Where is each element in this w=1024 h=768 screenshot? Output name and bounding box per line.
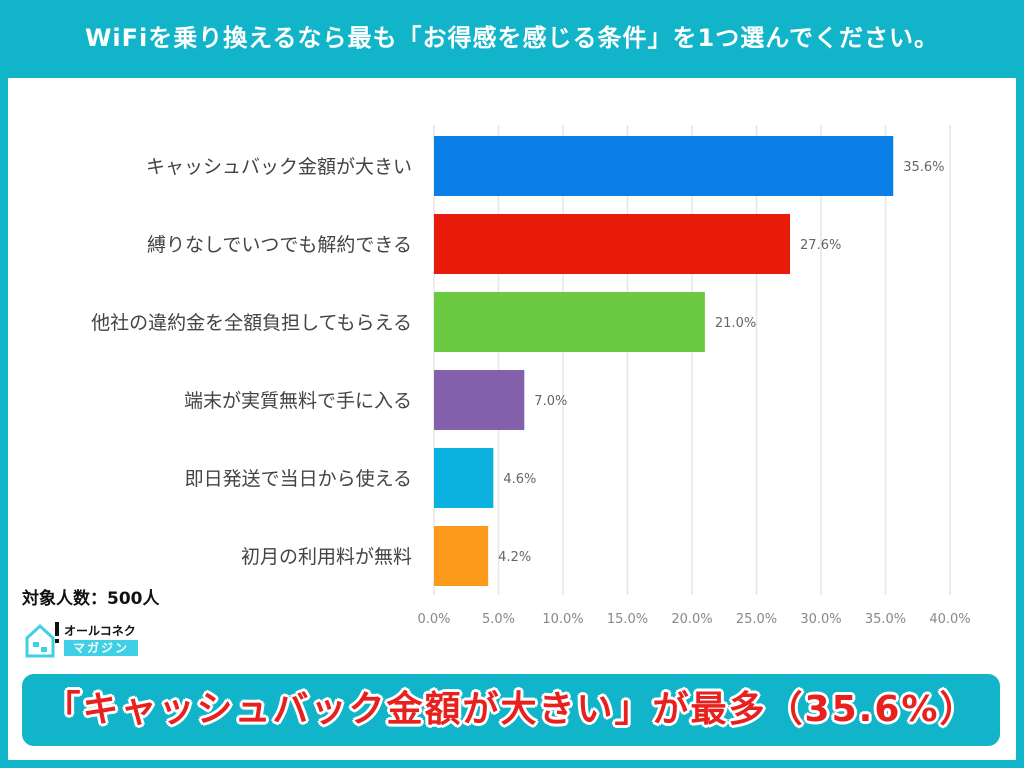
category-label: 初月の利用料が無料 — [241, 546, 412, 568]
data-label: 4.6% — [503, 472, 536, 487]
category-label: 他社の違約金を全額負担してもらえる — [91, 312, 412, 334]
bar — [434, 526, 489, 586]
category-label: 端末が実質無料で手に入る — [184, 390, 412, 412]
x-tick-label: 35.0% — [865, 612, 906, 627]
data-label: 7.0% — [534, 394, 567, 409]
bar — [434, 448, 494, 508]
bar — [434, 370, 525, 430]
category-label: 縛りなしでいつでも解約できる — [147, 234, 412, 256]
x-tick-label: 10.0% — [542, 612, 583, 627]
house-icon — [25, 622, 59, 658]
category-label: 即日発送で当日から使える — [185, 468, 412, 490]
data-label: 27.6% — [800, 238, 841, 253]
x-tick-label: 0.0% — [417, 612, 450, 627]
x-tick-label: 25.0% — [736, 612, 777, 627]
logo: オールコネクト マガジン — [24, 620, 144, 660]
category-label: キャッシュバック金額が大きい — [146, 156, 412, 178]
bar — [434, 136, 894, 196]
x-tick-label: 30.0% — [800, 612, 841, 627]
x-tick-label: 5.0% — [482, 612, 515, 627]
data-label: 21.0% — [715, 316, 756, 331]
question-title: WiFiを乗り換えるなら最も「お得感を感じる条件」を1つ選んでください。 — [84, 24, 940, 52]
x-tick-label: 40.0% — [929, 612, 970, 627]
x-tick-label: 20.0% — [671, 612, 712, 627]
bar — [434, 214, 791, 274]
x-tick-label: 15.0% — [607, 612, 648, 627]
sample-size: 対象人数：500人 — [22, 589, 160, 609]
summary-banner: 「キャッシュバック金額が大きい」が最多（35.6%） — [22, 674, 1000, 746]
data-label: 35.6% — [903, 160, 944, 175]
data-label: 4.2% — [498, 550, 531, 565]
bar — [434, 292, 705, 352]
logo-text-bottom: マガジン — [64, 640, 138, 656]
